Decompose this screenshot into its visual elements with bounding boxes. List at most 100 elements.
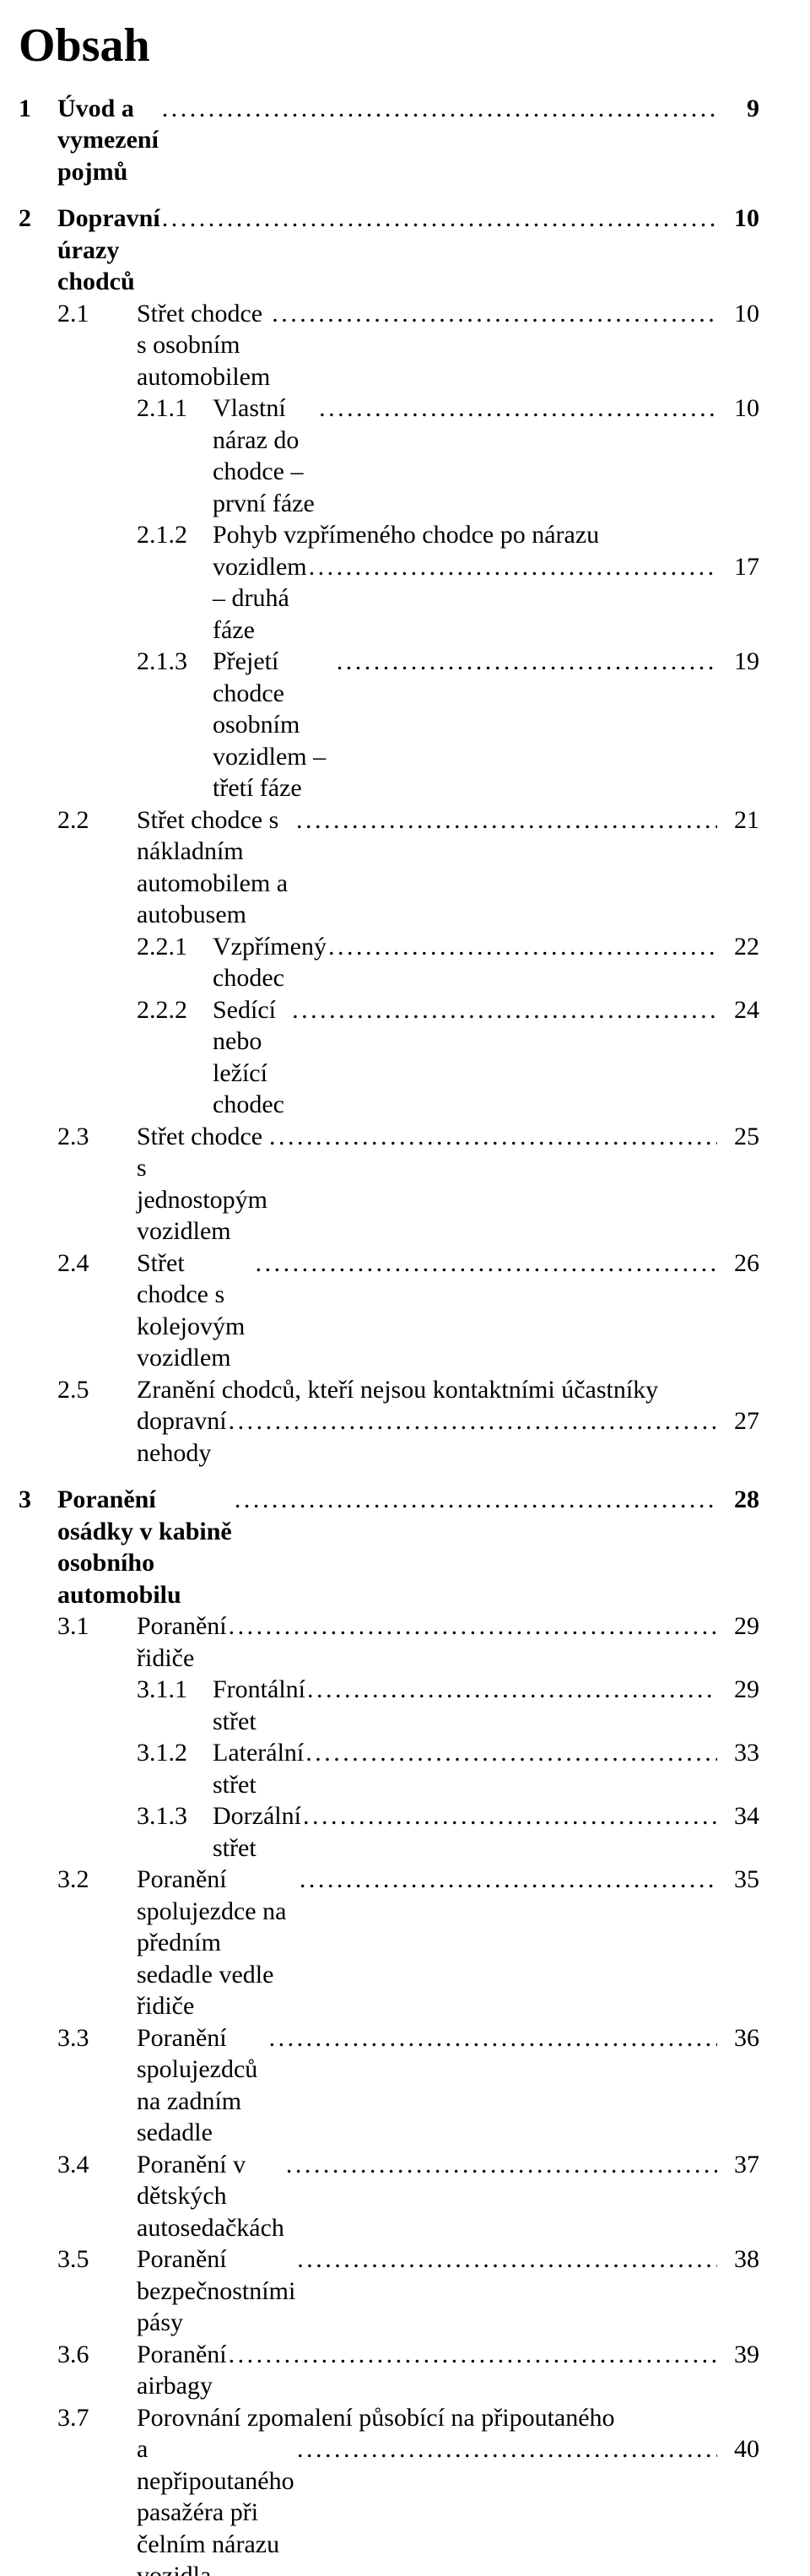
toc-entry-number: 3.1.2: [19, 1737, 213, 1769]
toc-entry-page: 24: [722, 994, 759, 1026]
toc-entry-page: 25: [722, 1121, 759, 1153]
toc-spacer: [19, 187, 759, 203]
toc-entry: 3.1.2Laterální střet 33: [19, 1737, 759, 1800]
toc-entry-number: 2.5: [19, 1374, 137, 1406]
toc-entry-page: 9: [722, 93, 759, 125]
toc-entry-page: 26: [722, 1247, 759, 1280]
toc-leader: [309, 551, 717, 583]
toc-entry: 2Dopravní úrazy chodců10: [19, 203, 759, 298]
toc-leader: [269, 2022, 717, 2054]
toc-entry-number: 2.1.2: [19, 519, 213, 551]
toc-entry-page: 21: [722, 804, 759, 836]
toc-entry-page: 33: [722, 1737, 759, 1769]
toc-leader: [307, 1674, 717, 1706]
toc-entry-number: 1: [19, 93, 57, 125]
toc-entry-number: 3: [19, 1484, 57, 1516]
toc-entry-continuation: a nepřipoutaného pasažéra při čelním nár…: [19, 2433, 759, 2576]
toc-entry-text: Poranění osádky v kabině osobního automo…: [57, 1484, 233, 1610]
toc-entry-text: dopravní nehody: [137, 1405, 227, 1469]
toc-entry-text: Vzpřímený chodec: [213, 931, 327, 994]
toc-leader: [272, 298, 717, 330]
toc-entry-text: Frontální střet: [213, 1674, 305, 1737]
toc-leader: [229, 2339, 717, 2371]
toc-entry: 3Poranění osádky v kabině osobního autom…: [19, 1484, 759, 1610]
table-of-contents: 1Úvod a vymezení pojmů 9 2Dopravní úrazy c…: [19, 93, 759, 2576]
toc-entry: 3.7Porovnání zpomalení působící na připo…: [19, 2402, 759, 2434]
toc-entry-page: 17: [722, 551, 759, 583]
toc-entry-text: Poranění bezpečnostními pásy: [137, 2243, 295, 2339]
toc-entry-text: Střet chodce s osobním automobilem: [137, 298, 270, 393]
toc-entry-page: 36: [722, 2022, 759, 2054]
toc-entry-text: Porovnání zpomalení působící na připouta…: [137, 2402, 615, 2434]
toc-entry: 3.2Poranění spolujezdce na předním sedad…: [19, 1864, 759, 2022]
toc-leader: [303, 1800, 717, 1832]
toc-entry-text: Poranění řidiče: [137, 1610, 227, 1674]
toc-leader: [229, 1405, 717, 1437]
toc-entry-number: 2.4: [19, 1247, 137, 1280]
toc-entry-number: 2.2.2: [19, 994, 213, 1026]
toc-entry-number: 3.7: [19, 2402, 137, 2434]
toc-entry-text: Poranění airbagy: [137, 2339, 227, 2402]
page-title: Obsah: [19, 20, 759, 73]
toc-leader: [286, 2149, 717, 2181]
toc-entry: 3.6Poranění airbagy39: [19, 2339, 759, 2402]
toc-entry: 2.3Střet chodce s jednostopým vozidlem25: [19, 1121, 759, 1247]
toc-entry-text: Poranění spolujezdců na zadním sedadle: [137, 2022, 267, 2149]
toc-leader: [297, 2243, 717, 2276]
toc-entry: 2.4Střet chodce s kolejovým vozidlem 26: [19, 1247, 759, 1374]
toc-entry-number: 2: [19, 203, 57, 235]
toc-entry-page: 35: [722, 1864, 759, 1896]
toc-entry-text: Laterální střet: [213, 1737, 304, 1800]
toc-leader: [256, 1247, 717, 1280]
toc-entry-page: 34: [722, 1800, 759, 1832]
toc-entry-text: Přejetí chodce osobním vozidlem – třetí …: [213, 646, 335, 804]
toc-entry-page: 38: [722, 2243, 759, 2276]
toc-entry: 3.3Poranění spolujezdců na zadním sedadl…: [19, 2022, 759, 2149]
toc-leader: [297, 2433, 717, 2465]
toc-entry-number: 2.1.3: [19, 646, 213, 678]
toc-entry-page: 10: [722, 392, 759, 425]
toc-spacer: [19, 1469, 759, 1484]
toc-entry-text: Sedící nebo ležící chodec: [213, 994, 290, 1121]
toc-entry: 1Úvod a vymezení pojmů 9: [19, 93, 759, 188]
toc-entry-text: Dorzální střet: [213, 1800, 301, 1864]
toc-entry-text: Úvod a vymezení pojmů: [57, 93, 160, 188]
toc-entry-page: 29: [722, 1674, 759, 1706]
toc-entry: 2.2Střet chodce s nákladním automobilem …: [19, 804, 759, 931]
toc-entry-page: 10: [722, 203, 759, 235]
toc-entry-page: 39: [722, 2339, 759, 2371]
toc-entry-number: 2.2.1: [19, 931, 213, 963]
toc-entry-page: 40: [722, 2433, 759, 2465]
toc-leader: [305, 1737, 717, 1769]
toc-entry-text: vozidlem – druhá fáze: [213, 551, 307, 647]
toc-leader: [296, 804, 717, 836]
toc-entry: 3.4Poranění v dětských autosedačkách 37: [19, 2149, 759, 2244]
toc-entry-number: 2.1.1: [19, 392, 213, 425]
toc-entry-text: Poranění v dětských autosedačkách: [137, 2149, 284, 2244]
toc-entry-page: 37: [722, 2149, 759, 2181]
toc-leader: [235, 1484, 717, 1516]
toc-entry-text: Střet chodce s nákladním automobilem a a…: [137, 804, 294, 931]
toc-leader: [162, 93, 717, 125]
toc-entry-page: 10: [722, 298, 759, 330]
toc-entry-page: 22: [722, 931, 759, 963]
toc-entry-text: Pohyb vzpřímeného chodce po nárazu: [213, 519, 599, 551]
toc-leader: [269, 1121, 717, 1153]
toc-entry-number: 2.2: [19, 804, 137, 836]
toc-entry-number: 3.1: [19, 1610, 137, 1642]
toc-entry: 2.5Zranění chodců, kteří nejsou kontaktn…: [19, 1374, 759, 1406]
toc-entry-number: 3.1.3: [19, 1800, 213, 1832]
toc-entry-number: 3.4: [19, 2149, 137, 2181]
toc-leader: [319, 392, 717, 425]
toc-entry: 3.1Poranění řidiče 29: [19, 1610, 759, 1674]
toc-entry-page: 29: [722, 1610, 759, 1642]
toc-entry-text: Poranění spolujezdce na předním sedadle …: [137, 1864, 298, 2022]
toc-entry: 2.1.3Přejetí chodce osobním vozidlem – t…: [19, 646, 759, 804]
toc-entry: 2.1.1Vlastní náraz do chodce – první fáz…: [19, 392, 759, 519]
toc-entry-text: Zranění chodců, kteří nejsou kontaktními…: [137, 1374, 658, 1406]
toc-entry-text: Střet chodce s jednostopým vozidlem: [137, 1121, 267, 1247]
toc-entry-continuation: dopravní nehody27: [19, 1405, 759, 1469]
toc-entry-text: Střet chodce s kolejovým vozidlem: [137, 1247, 254, 1374]
toc-entry-text: Vlastní náraz do chodce – první fáze: [213, 392, 317, 519]
toc-entry-continuation: vozidlem – druhá fáze 17: [19, 551, 759, 647]
